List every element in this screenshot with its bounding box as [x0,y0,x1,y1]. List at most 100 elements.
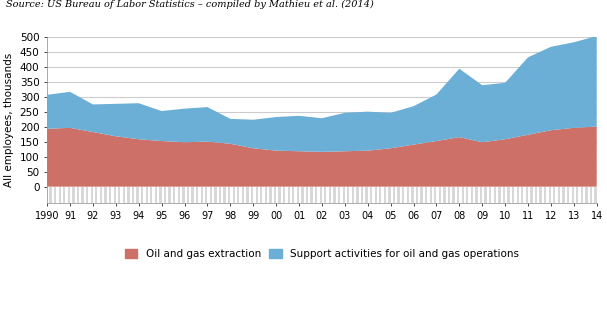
Bar [560,187,562,203]
Bar [532,187,535,203]
Bar [84,187,86,203]
Bar [152,187,155,203]
Bar [413,187,416,203]
Bar [258,187,260,203]
Bar [203,187,205,203]
Bar [235,187,237,203]
Bar [523,187,526,203]
Bar [487,187,489,203]
Bar [180,187,182,203]
Bar [280,187,283,203]
Bar [482,187,484,203]
Bar [249,187,251,203]
Bar [98,187,100,203]
Bar [372,187,375,203]
Bar [116,187,118,203]
Bar [400,187,402,203]
Bar [89,187,90,203]
Bar [240,187,242,203]
Bar [194,187,196,203]
Bar [253,187,256,203]
Bar [189,187,191,203]
Bar [450,187,452,203]
Bar [47,187,597,203]
Bar [455,187,457,203]
Bar [350,187,351,203]
Bar [592,187,594,203]
Bar [446,187,448,203]
Bar [441,187,443,203]
Bar [244,187,246,203]
Bar [267,187,270,203]
Bar [304,187,306,203]
Bar [313,187,315,203]
Bar [565,187,567,203]
Bar [537,187,540,203]
Bar [345,187,347,203]
Bar [436,187,439,203]
Bar [418,187,421,203]
Bar [542,187,544,203]
Bar [70,187,72,203]
Bar [125,187,127,203]
Bar [519,187,521,203]
Bar [501,187,503,203]
Bar [276,187,279,203]
Bar [171,187,173,203]
Bar [322,187,324,203]
Bar [143,187,146,203]
Bar [432,187,434,203]
Bar [505,187,507,203]
Bar [336,187,338,203]
Bar [166,187,169,203]
Bar [157,187,159,203]
Bar [363,187,365,203]
Bar [395,187,398,203]
Bar [161,187,164,203]
Bar [56,187,58,203]
Bar [198,187,200,203]
Bar [404,187,407,203]
Bar [510,187,512,203]
Bar [221,187,223,203]
Bar [148,187,150,203]
Bar [478,187,480,203]
Bar [551,187,553,203]
Bar [52,187,54,203]
Bar [469,187,471,203]
Bar [47,187,49,203]
Bar [496,187,498,203]
Bar [79,187,81,203]
Bar [139,187,141,203]
Bar [528,187,531,203]
Bar [368,187,370,203]
Bar [391,187,393,203]
Bar [111,187,114,203]
Bar [175,187,178,203]
Bar [359,187,361,203]
Bar [212,187,214,203]
Bar [514,187,517,203]
Bar [569,187,572,203]
Bar [93,187,95,203]
Bar [422,187,425,203]
Bar [290,187,292,203]
Bar [574,187,576,203]
Bar [66,187,68,203]
Bar [327,187,329,203]
Bar [308,187,310,203]
Legend: Oil and gas extraction, Support activities for oil and gas operations: Oil and gas extraction, Support activiti… [121,245,523,263]
Bar [107,187,109,203]
Bar [473,187,475,203]
Bar [230,187,232,203]
Bar [102,187,104,203]
Bar [226,187,228,203]
Bar [271,187,274,203]
Bar [377,187,379,203]
Bar [583,187,585,203]
Y-axis label: All employees, thousands: All employees, thousands [4,53,14,187]
Bar [120,187,123,203]
Bar [459,187,461,203]
Bar [427,187,430,203]
Bar [588,187,590,203]
